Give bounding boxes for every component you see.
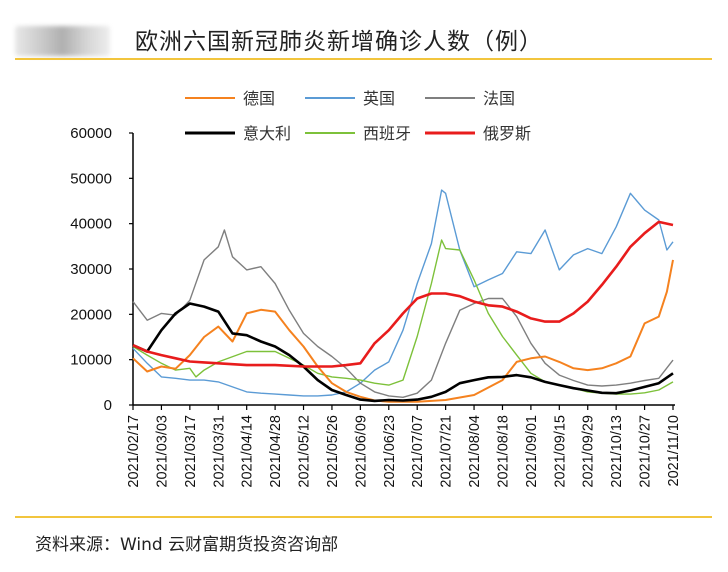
y-tick-label: 10000 <box>70 352 112 369</box>
y-tick-label: 0 <box>104 397 112 414</box>
x-tick-label: 2021/08/18 <box>495 415 511 488</box>
series-line-5 <box>132 220 674 368</box>
x-tick-label: 2021/11/10 <box>666 415 682 487</box>
x-tick-label: 2021/06/23 <box>382 415 398 488</box>
x-tick-label: 2021/09/15 <box>552 415 568 488</box>
x-tick-label: 2021/04/14 <box>240 415 256 488</box>
legend-label: 西班牙 <box>363 125 411 143</box>
series-line-1 <box>132 189 674 397</box>
x-tick-label: 2021/06/09 <box>353 415 369 488</box>
legend-label: 英国 <box>363 90 395 108</box>
x-tick-label: 2021/05/12 <box>297 415 313 488</box>
legend-label: 俄罗斯 <box>483 125 531 143</box>
top-divider <box>15 58 712 60</box>
x-tick-label: 2021/09/29 <box>581 415 597 488</box>
bottom-divider <box>15 516 712 518</box>
x-tick-label: 2021/07/07 <box>410 415 426 488</box>
legend-label: 意大利 <box>243 124 291 143</box>
x-tick-label: 2021/08/04 <box>467 415 483 488</box>
x-tick-label: 2021/02/17 <box>126 415 142 488</box>
x-tick-label: 2021/03/17 <box>183 415 199 488</box>
x-tick-label: 2021/04/28 <box>268 415 284 488</box>
x-tick-label: 2021/03/31 <box>211 415 227 488</box>
y-tick-label: 60000 <box>70 125 112 142</box>
x-tick-label: 2021/03/03 <box>154 415 170 488</box>
page-title: 欧洲六国新冠肺炎新增确诊人数（例） <box>135 29 543 55</box>
series-line-2 <box>132 229 674 398</box>
legend-label: 德国 <box>243 90 275 108</box>
series-line-4 <box>132 239 674 395</box>
y-tick-label: 50000 <box>70 170 112 187</box>
x-tick-label: 2021/07/21 <box>439 415 455 488</box>
y-tick-label: 30000 <box>70 261 112 278</box>
source-note: 资料来源：Wind 云财富期货投资咨询部 <box>35 535 339 555</box>
blurred-logo <box>15 26 110 56</box>
y-tick-label: 20000 <box>70 306 112 323</box>
legend-label: 法国 <box>483 90 515 108</box>
x-tick-label: 2021/10/27 <box>638 415 654 488</box>
y-tick-label: 40000 <box>70 216 112 233</box>
x-tick-label: 2021/05/26 <box>325 415 341 488</box>
x-tick-label: 2021/10/13 <box>609 415 625 488</box>
series-line-3 <box>132 302 674 403</box>
x-tick-label: 2021/09/01 <box>524 415 540 488</box>
